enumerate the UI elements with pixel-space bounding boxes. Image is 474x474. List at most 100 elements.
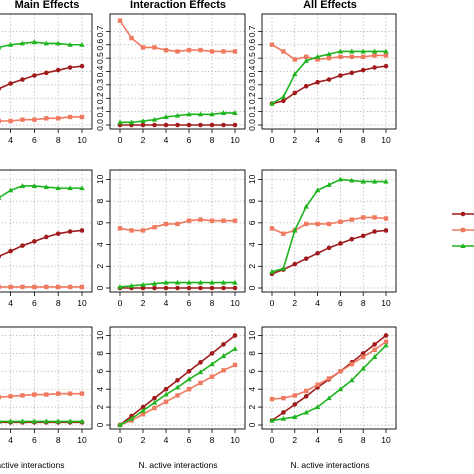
x-tick-label: 8	[361, 435, 366, 445]
data-point	[31, 39, 38, 45]
panel-r2-c2: 0 2 4 6 8 10 0 2 4 6 8 10	[95, 169, 246, 308]
data-point	[175, 122, 180, 128]
x-tick-label: 10	[230, 135, 240, 145]
data-point	[7, 418, 14, 424]
data-point	[292, 261, 298, 267]
x-tick-label: 2	[141, 435, 146, 445]
y-tick-label: 4	[247, 387, 257, 392]
data-point	[292, 414, 298, 419]
data-point	[315, 250, 320, 256]
data-point	[314, 404, 321, 410]
data-point	[140, 122, 146, 128]
series-2	[0, 284, 85, 290]
data-point	[198, 217, 203, 222]
data-point	[163, 122, 169, 128]
data-point	[303, 394, 309, 399]
data-point	[360, 365, 366, 371]
data-point	[292, 393, 297, 398]
data-point	[186, 285, 192, 291]
x-tick-label: 8	[361, 298, 366, 308]
y-tick-label: 8	[247, 199, 257, 204]
data-point	[20, 117, 25, 122]
data-point	[0, 420, 2, 424]
data-point	[304, 221, 309, 227]
data-point	[349, 48, 355, 54]
data-point	[269, 42, 275, 47]
legend-marker	[460, 227, 466, 233]
x-axis-titles: N. active interactions N. active interac…	[0, 460, 369, 470]
data-point	[315, 57, 320, 62]
data-point	[281, 98, 286, 104]
data-point	[152, 285, 157, 291]
data-point	[32, 73, 37, 78]
data-point	[43, 184, 49, 190]
data-point	[337, 386, 344, 392]
x-tick-label: 0	[118, 435, 123, 445]
y-tick-label: 0.5	[95, 52, 105, 64]
series-1	[0, 228, 85, 259]
data-point	[315, 221, 320, 227]
data-point	[281, 231, 286, 236]
data-point	[186, 47, 192, 53]
data-point	[326, 77, 332, 82]
data-point	[8, 248, 13, 254]
data-point	[128, 415, 135, 421]
data-point	[79, 114, 85, 120]
data-point	[44, 234, 49, 240]
data-point	[174, 279, 181, 285]
y-tick-label: 10	[95, 174, 105, 184]
data-point	[152, 395, 157, 401]
x-tick-label: 10	[77, 135, 87, 145]
x-tick-label: 0	[270, 135, 275, 145]
data-point	[349, 70, 355, 76]
x-tick-label: 8	[210, 298, 215, 308]
data-point	[175, 377, 180, 383]
data-point	[163, 114, 169, 119]
data-point	[19, 418, 26, 424]
data-point	[152, 122, 157, 128]
data-point	[371, 354, 378, 359]
data-point	[186, 111, 192, 117]
series-1	[0, 63, 85, 91]
x-tick-label: 6	[32, 298, 37, 308]
data-point	[186, 368, 192, 374]
y-tick-label: 0.3	[95, 79, 105, 91]
data-point	[372, 347, 377, 352]
data-point	[20, 393, 25, 398]
data-point	[220, 110, 227, 115]
x-tick-label: 6	[187, 298, 192, 308]
data-point	[140, 404, 146, 410]
series-3	[0, 418, 85, 424]
data-point	[360, 351, 366, 356]
data-point	[198, 47, 203, 53]
data-point	[360, 178, 366, 184]
data-point	[140, 118, 146, 123]
data-point	[269, 226, 275, 231]
series-1	[117, 285, 238, 291]
data-point	[0, 86, 1, 91]
x-axis-title-main-effects: N. active interactions	[0, 460, 64, 470]
data-point	[67, 284, 73, 290]
data-point	[338, 369, 343, 374]
data-point	[56, 391, 61, 396]
data-point	[55, 40, 61, 46]
data-point	[372, 215, 377, 220]
series-2	[117, 18, 238, 54]
data-point	[232, 279, 238, 285]
data-point	[349, 217, 354, 222]
data-point	[20, 77, 25, 82]
y-tick-label: 0.6	[247, 39, 257, 51]
y-tick-label: 0	[95, 422, 105, 427]
data-point	[0, 284, 1, 290]
data-point	[31, 418, 38, 424]
data-point	[303, 409, 309, 415]
data-point	[269, 396, 275, 402]
x-tick-label: 10	[77, 435, 87, 445]
panel-r3-c2: 0 2 4 6 8 10 0 2 4 6 8 10	[95, 326, 246, 445]
data-point	[281, 49, 286, 54]
data-point	[383, 339, 389, 344]
data-point	[383, 178, 389, 184]
y-tick-label: 0	[247, 422, 257, 427]
data-point	[303, 83, 309, 89]
data-point	[338, 73, 343, 78]
